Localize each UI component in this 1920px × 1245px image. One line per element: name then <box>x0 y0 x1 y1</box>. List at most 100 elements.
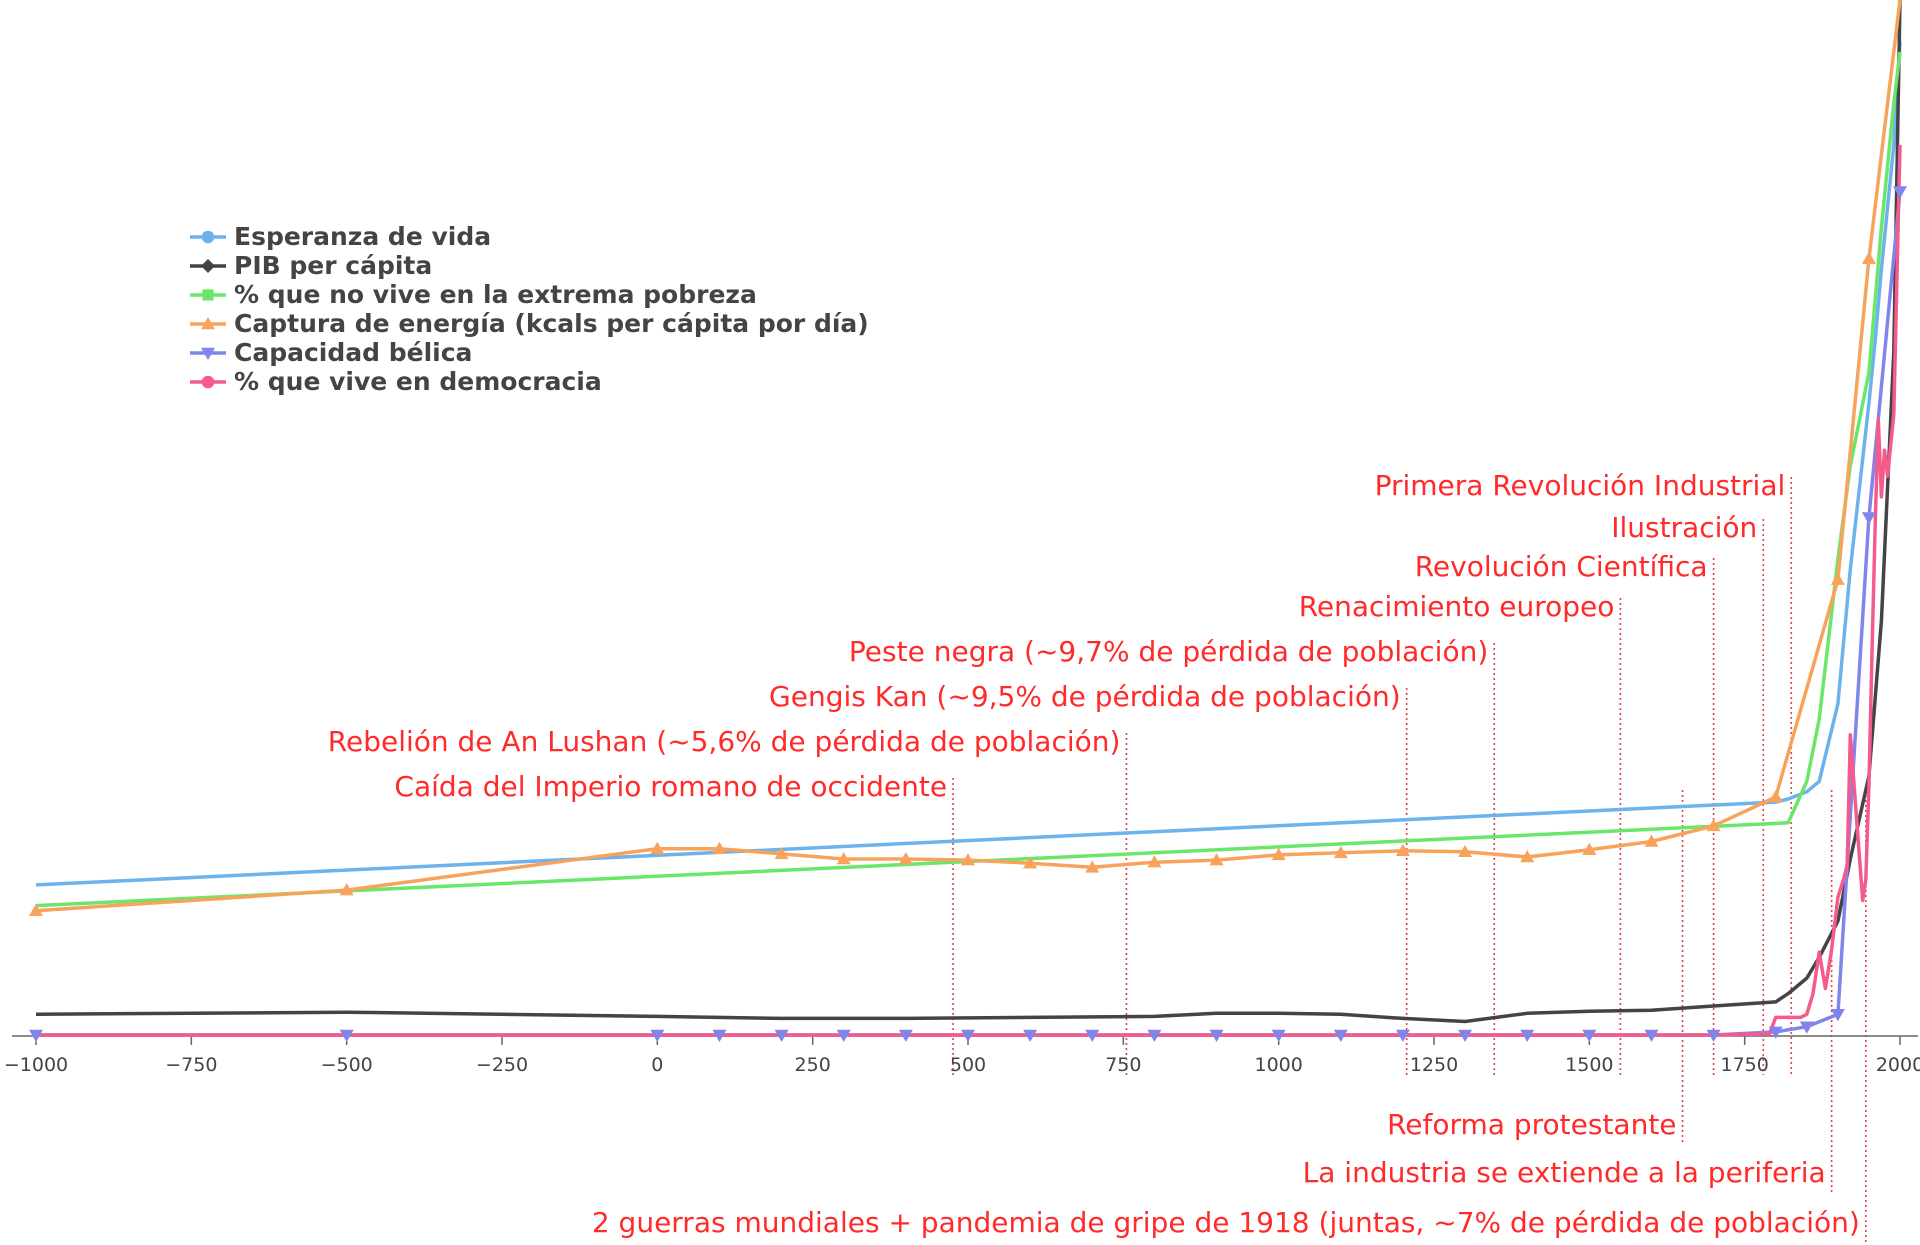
series-line-captura-de-energia-kcals-per-capita-por-dia <box>35 0 1902 913</box>
square-icon <box>202 288 214 301</box>
x-tick-label: −750 <box>165 1054 217 1076</box>
x-tick-label: 0 <box>651 1054 663 1076</box>
data-point-captura-de-energia-kcals-per-capita-por-dia <box>1582 842 1597 855</box>
series-line-esperanza-de-vida <box>35 41 1902 887</box>
data-point-capacidad-belica <box>836 1029 851 1042</box>
legend-swatch <box>190 347 226 360</box>
legend-label: % que vive en democracia <box>234 367 602 396</box>
annotation-label: Reforma protestante <box>1387 1108 1676 1141</box>
data-point-capacidad-belica <box>1861 512 1876 525</box>
data-point-capacidad-belica <box>29 1029 43 1042</box>
data-point-capacidad-belica <box>1799 1021 1814 1034</box>
data-point-capacidad-belica <box>1830 1009 1845 1022</box>
legend-label: % que no vive en la extrema pobreza <box>234 280 757 309</box>
legend-swatch <box>190 258 226 273</box>
data-point-capacidad-belica <box>1458 1029 1473 1042</box>
annotation-label: Peste negra (~9,7% de pérdida de poblaci… <box>849 635 1488 668</box>
x-tick-label: 1000 <box>1254 1054 1302 1076</box>
annotation-label: Gengis Kan (~9,5% de pérdida de població… <box>769 680 1401 713</box>
x-tick-label: 1250 <box>1410 1054 1458 1076</box>
data-point-captura-de-energia-kcals-per-capita-por-dia <box>898 852 913 865</box>
circle-icon <box>201 375 215 388</box>
data-point-capacidad-belica <box>1023 1029 1038 1042</box>
data-point-captura-de-energia-kcals-per-capita-por-dia <box>712 841 727 854</box>
triangle-icon <box>201 316 215 329</box>
data-point-captura-de-energia-kcals-per-capita-por-dia <box>1861 251 1876 264</box>
data-point-captura-de-energia-kcals-per-capita-por-dia <box>1333 845 1348 859</box>
data-point-capacidad-belica <box>650 1029 665 1042</box>
data-point-captura-de-energia-kcals-per-capita-por-dia <box>774 846 789 860</box>
legend-item[interactable]: PIB per cápita <box>190 251 869 280</box>
data-point-captura-de-energia-kcals-per-capita-por-dia <box>1209 853 1224 866</box>
diamond-icon <box>201 258 215 273</box>
data-point-capacidad-belica <box>1893 186 1907 199</box>
data-point-capacidad-belica <box>1520 1029 1535 1042</box>
x-tick-label: 750 <box>1105 1054 1141 1076</box>
data-point-capacidad-belica <box>1147 1029 1162 1042</box>
data-point-capacidad-belica <box>1085 1029 1100 1042</box>
data-point-capacidad-belica <box>1395 1029 1410 1042</box>
data-point-capacidad-belica <box>1582 1029 1597 1042</box>
data-point-captura-de-energia-kcals-per-capita-por-dia <box>1830 572 1845 585</box>
data-point-captura-de-energia-kcals-per-capita-por-dia <box>29 903 43 917</box>
annotation-label: Primera Revolución Industrial <box>1375 469 1786 502</box>
legend-swatch <box>190 230 226 243</box>
x-tick-label: 250 <box>795 1054 831 1076</box>
data-point-captura-de-energia-kcals-per-capita-por-dia <box>650 841 665 854</box>
annotation-labels: Caída del Imperio romano de occidente Reb… <box>328 469 1860 1239</box>
annotation-label: Revolución Científica <box>1415 550 1708 583</box>
data-point-capacidad-belica <box>1333 1029 1348 1042</box>
legend-label: Capacidad bélica <box>234 338 473 367</box>
data-point-captura-de-energia-kcals-per-capita-por-dia <box>1395 843 1410 857</box>
data-point-captura-de-energia-kcals-per-capita-por-dia <box>836 852 851 865</box>
x-tick-label: −500 <box>321 1054 373 1076</box>
data-point-captura-de-energia-kcals-per-capita-por-dia <box>1085 860 1100 873</box>
data-point-captura-de-energia-kcals-per-capita-por-dia <box>1147 855 1162 868</box>
legend-item[interactable]: % que vive en democracia <box>190 367 869 396</box>
legend-item[interactable]: Captura de energía (kcals per cápita por… <box>190 309 869 338</box>
data-point-capacidad-belica <box>339 1029 354 1042</box>
legend-swatch <box>190 316 226 329</box>
legend: Esperanza de vida PIB per cápita% que no … <box>190 222 869 396</box>
data-point-capacidad-belica <box>774 1029 789 1042</box>
data-point-captura-de-energia-kcals-per-capita-por-dia <box>1271 847 1286 861</box>
data-point-capacidad-belica <box>1271 1029 1286 1042</box>
data-point-capacidad-belica <box>1706 1029 1721 1042</box>
annotation-label: 2 guerras mundiales + pandemia de gripe … <box>592 1206 1860 1239</box>
data-point-capacidad-belica <box>1768 1026 1783 1039</box>
data-point-captura-de-energia-kcals-per-capita-por-dia <box>1768 789 1783 803</box>
legend-item[interactable]: Capacidad bélica <box>190 338 869 367</box>
x-tick-label: 500 <box>950 1054 986 1076</box>
series-markers <box>29 186 1907 1042</box>
x-tick-label: −1000 <box>4 1054 68 1076</box>
triangle-down-icon <box>201 347 215 360</box>
series-line-que-vive-en-democracia <box>36 144 1902 1037</box>
data-point-captura-de-energia-kcals-per-capita-por-dia <box>961 853 975 866</box>
legend-swatch <box>190 288 226 301</box>
x-axis: −1000 −750 −500 −250 0 250 500 750 1000 1250 1500 1… <box>4 1035 1920 1076</box>
data-point-capacidad-belica <box>898 1029 913 1042</box>
annotation-label: La industria se extiende a la periferia <box>1303 1156 1826 1189</box>
data-point-capacidad-belica <box>1209 1029 1224 1042</box>
legend-item[interactable]: Esperanza de vida <box>190 222 869 251</box>
data-point-captura-de-energia-kcals-per-capita-por-dia <box>1706 818 1721 832</box>
x-tick-label: 2000 <box>1876 1054 1920 1076</box>
x-tick-label: −250 <box>476 1054 528 1076</box>
annotation-label: Rebelión de An Lushan (~5,6% de pérdida … <box>328 725 1121 758</box>
legend-swatch <box>190 375 226 388</box>
x-tick-label: 1500 <box>1565 1054 1613 1076</box>
data-point-capacidad-belica <box>1644 1029 1659 1042</box>
circle-icon <box>201 230 215 243</box>
data-point-captura-de-energia-kcals-per-capita-por-dia <box>1458 844 1473 858</box>
legend-label: Esperanza de vida <box>234 222 492 251</box>
legend-label: Captura de energía (kcals per cápita por… <box>234 309 869 338</box>
data-point-captura-de-energia-kcals-per-capita-por-dia <box>1644 834 1659 847</box>
data-point-captura-de-energia-kcals-per-capita-por-dia <box>1023 856 1038 869</box>
data-point-capacidad-belica <box>961 1029 975 1042</box>
legend-item[interactable]: % que no vive en la extrema pobreza <box>190 280 869 309</box>
data-point-capacidad-belica <box>712 1029 727 1042</box>
data-point-captura-de-energia-kcals-per-capita-por-dia <box>1520 849 1535 863</box>
legend-label: PIB per cápita <box>234 251 433 280</box>
